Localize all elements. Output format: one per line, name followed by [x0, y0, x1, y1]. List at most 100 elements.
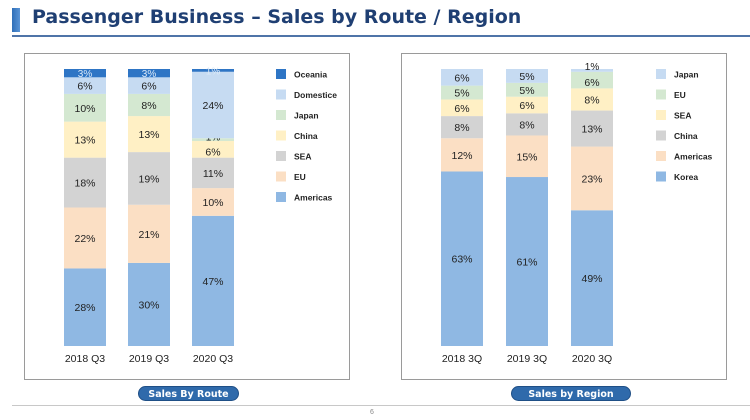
- data-label-sea-0: 6%: [454, 103, 469, 115]
- page-title: Passenger Business – Sales by Route / Re…: [32, 6, 522, 28]
- bar-segment-sea-0: [64, 157, 106, 208]
- legend-label-oceania: Oceania: [294, 70, 327, 80]
- data-label-eu-1: 5%: [519, 85, 534, 97]
- bar-segment-americas-0: [64, 268, 106, 346]
- data-label-eu-2: 6%: [584, 77, 599, 89]
- legend-swatch-domestice: [276, 89, 286, 100]
- bar-segment-eu-0: [441, 85, 483, 100]
- data-label-eu-0: 5%: [454, 88, 469, 100]
- legend-label-china: China: [294, 131, 318, 141]
- bar-segment-sea-2: [192, 157, 234, 189]
- legend-swatch-china: [656, 130, 666, 141]
- data-label-china-1: 8%: [519, 119, 534, 131]
- legend-swatch-japan: [656, 69, 666, 79]
- bar-segment-eu-1: [506, 82, 548, 97]
- bar-segment-sea-0: [441, 99, 483, 117]
- bar-segment-china-1: [506, 113, 548, 136]
- data-label-eu-2: 10%: [202, 197, 223, 209]
- data-label-korea-2: 49%: [581, 273, 602, 285]
- title-divider: [12, 35, 750, 37]
- route-chart-panel: 28% 22% 18% 13% 10% 6% 3% 2018 Q3 30% 21% 19% 13% 8%…: [24, 53, 350, 380]
- data-label-eu-0: 22%: [74, 233, 95, 245]
- sales-by-route-chart: 28%22%18%13%10%6%3%2018 Q330%21%19%13%8%…: [64, 66, 337, 365]
- bar-segment-americas-1: [128, 262, 170, 346]
- data-label-domestice-0: 6%: [77, 81, 92, 93]
- data-label-japan-1: 5%: [519, 71, 534, 83]
- bar-segment-oceania-1: [128, 69, 170, 78]
- bar-segment-china-0: [64, 121, 106, 158]
- data-label-americas-0: 12%: [451, 150, 472, 162]
- bar-segment-china-0: [441, 116, 483, 139]
- legend-swatch-japan: [276, 110, 286, 120]
- bar-segment-domestice-2: [192, 71, 234, 139]
- bar-segment-korea-1: [506, 177, 548, 346]
- data-label-china-2: 6%: [205, 146, 220, 158]
- bar-segment-korea-0: [441, 171, 483, 346]
- legend-label-japan: Japan: [294, 111, 319, 121]
- data-label-americas-1: 15%: [516, 151, 537, 163]
- page-number: 6: [370, 409, 374, 416]
- bar-segment-japan-2: [571, 69, 613, 72]
- data-label-korea-0: 63%: [451, 254, 472, 266]
- data-label-china-1: 13%: [138, 129, 159, 141]
- data-label-americas-0: 28%: [74, 302, 95, 314]
- bar-segment-china-2: [192, 141, 234, 158]
- data-label-domestice-2: 24%: [202, 100, 223, 112]
- category-label-1: 2019 Q3: [129, 353, 169, 365]
- legend-swatch-sea: [656, 110, 666, 120]
- legend-label-japan: Japan: [674, 70, 699, 80]
- data-label-americas-2: 47%: [202, 276, 223, 288]
- category-label-0: 2018 3Q: [442, 353, 482, 365]
- bar-segment-japan-2: [192, 138, 234, 142]
- legend-label-china: China: [674, 131, 698, 141]
- data-label-oceania-2: 1%: [206, 66, 221, 77]
- data-label-japan-0: 6%: [454, 72, 469, 84]
- bar-segment-eu-2: [571, 71, 613, 89]
- category-label-1: 2019 3Q: [507, 353, 547, 365]
- bar-segment-americas-2: [571, 146, 613, 211]
- legend-swatch-oceania: [276, 69, 286, 79]
- bar-segment-americas-1: [506, 135, 548, 178]
- bar-segment-eu-2: [192, 188, 234, 216]
- bar-segment-domestice-1: [128, 77, 170, 94]
- region-chart-panel: 63% 12% 8% 6% 5% 6% 2018 3Q 61% 15% 8% 6% 5% 5% 2019 …: [401, 53, 727, 380]
- data-label-americas-1: 30%: [138, 299, 159, 311]
- bar-segment-japan-1: [128, 93, 170, 117]
- category-label-2: 2020 Q3: [193, 353, 233, 365]
- category-label-0: 2018 Q3: [65, 353, 105, 365]
- data-label-china-0: 13%: [74, 135, 95, 147]
- bar-segment-oceania-0: [64, 69, 106, 78]
- data-label-sea-0: 18%: [74, 178, 95, 190]
- data-label-china-0: 8%: [454, 122, 469, 134]
- legend-label-korea: Korea: [674, 172, 698, 182]
- bar-segment-sea-2: [571, 88, 613, 111]
- title-accent-bar: [12, 8, 20, 32]
- data-label-domestice-1: 6%: [141, 81, 156, 93]
- bar-segment-japan-0: [64, 93, 106, 122]
- sales-by-route-caption: Sales By Route: [138, 386, 239, 401]
- bar-segment-japan-1: [506, 69, 548, 83]
- bar-segment-china-1: [128, 116, 170, 153]
- bar-segment-korea-2: [571, 210, 613, 346]
- bar-segment-sea-1: [128, 152, 170, 205]
- data-label-korea-1: 61%: [516, 257, 537, 269]
- legend-swatch-eu: [656, 89, 666, 100]
- data-label-sea-1: 19%: [138, 173, 159, 185]
- legend-swatch-americas: [656, 151, 666, 161]
- legend-swatch-sea: [276, 151, 286, 161]
- legend-swatch-americas: [276, 192, 286, 202]
- legend-label-americas: Americas: [674, 152, 713, 162]
- legend-label-eu: EU: [674, 90, 686, 100]
- data-label-japan-1: 8%: [141, 100, 156, 112]
- data-label-japan-2: 1%: [585, 62, 600, 73]
- bar-segment-eu-0: [64, 207, 106, 269]
- legend-swatch-korea: [656, 171, 666, 182]
- legend-label-sea: SEA: [674, 111, 691, 121]
- data-label-sea-1: 6%: [519, 100, 534, 112]
- data-label-oceania-0: 3%: [78, 69, 93, 80]
- bar-segment-sea-1: [506, 96, 548, 114]
- data-label-oceania-1: 3%: [142, 69, 157, 80]
- legend-label-eu: EU: [294, 172, 306, 182]
- legend-swatch-china: [276, 130, 286, 141]
- legend-label-domestice: Domestice: [294, 90, 337, 100]
